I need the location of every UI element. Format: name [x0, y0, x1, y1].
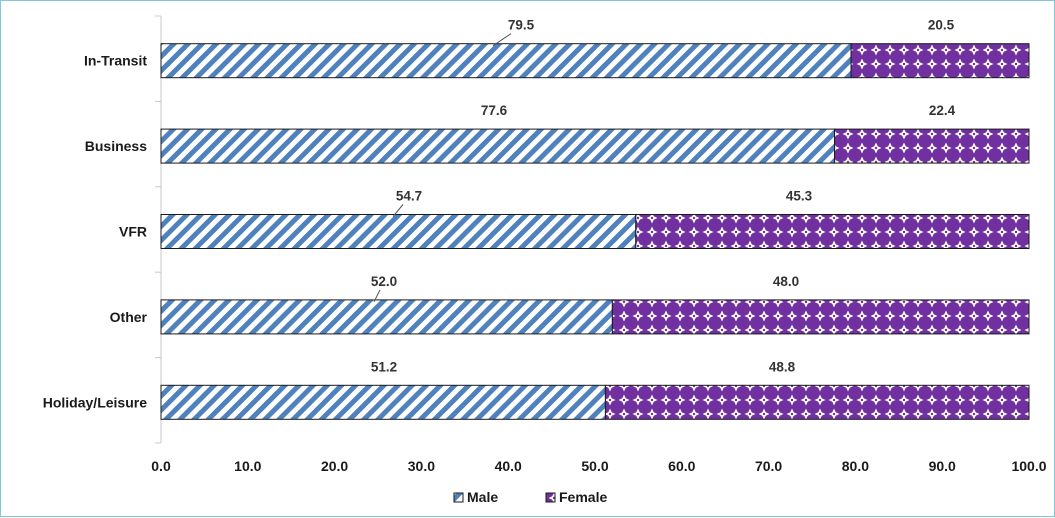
x-tick-label: 70.0 [755, 458, 782, 474]
bar-male-vfr [160, 214, 637, 249]
bar-female-holiday-leisure [604, 384, 1030, 420]
bar-female-in-transit [850, 43, 1030, 79]
bar-female-business [834, 128, 1030, 164]
data-label-male: 51.2 [371, 359, 397, 374]
x-tick-label: 50.0 [581, 458, 608, 474]
leader-line [373, 289, 381, 303]
data-label-male: 52.0 [371, 274, 397, 289]
data-label-male: 79.5 [508, 18, 535, 33]
data-label-female: 48.0 [773, 274, 799, 289]
legend-label-female: Female [559, 489, 607, 505]
legend-swatch-male [453, 492, 464, 503]
x-tick-label: 40.0 [495, 458, 522, 474]
data-label-female: 22.4 [929, 103, 956, 118]
x-tick-label: 0.0 [151, 458, 171, 474]
x-tick-label: 20.0 [321, 458, 348, 474]
data-label-female: 48.8 [769, 359, 796, 374]
bar-male-business [160, 128, 836, 164]
category-label: Other [110, 309, 148, 325]
data-label-male: 54.7 [396, 189, 422, 204]
category-label: In-Transit [84, 53, 147, 69]
leader-line [492, 33, 512, 47]
x-tick-label: 10.0 [234, 458, 261, 474]
leader-line [392, 204, 404, 217]
x-tick-label: 90.0 [929, 458, 956, 474]
category-label: Holiday/Leisure [43, 394, 147, 410]
data-label-female: 20.5 [928, 18, 955, 33]
category-label: Business [85, 138, 147, 154]
bar-male-other [160, 299, 613, 335]
x-tick-label: 100.0 [1011, 458, 1046, 474]
data-label-male: 77.6 [481, 103, 508, 118]
x-tick-label: 30.0 [408, 458, 435, 474]
bar-male-holiday-leisure [160, 384, 606, 420]
category-label: VFR [119, 224, 147, 240]
legend: Male Female [453, 489, 607, 505]
legend-label-male: Male [467, 489, 498, 505]
legend-swatch-female [545, 492, 556, 503]
data-label-female: 45.3 [786, 189, 813, 204]
bar-male-in-transit [160, 43, 852, 79]
bar-female-other [611, 299, 1030, 335]
x-tick-label: 60.0 [668, 458, 695, 474]
plot-area: In-Transit Business VFR Other Holiday/Leisur… [43, 15, 1047, 474]
x-tick-label: 80.0 [842, 458, 869, 474]
bar-female-vfr [635, 214, 1030, 249]
